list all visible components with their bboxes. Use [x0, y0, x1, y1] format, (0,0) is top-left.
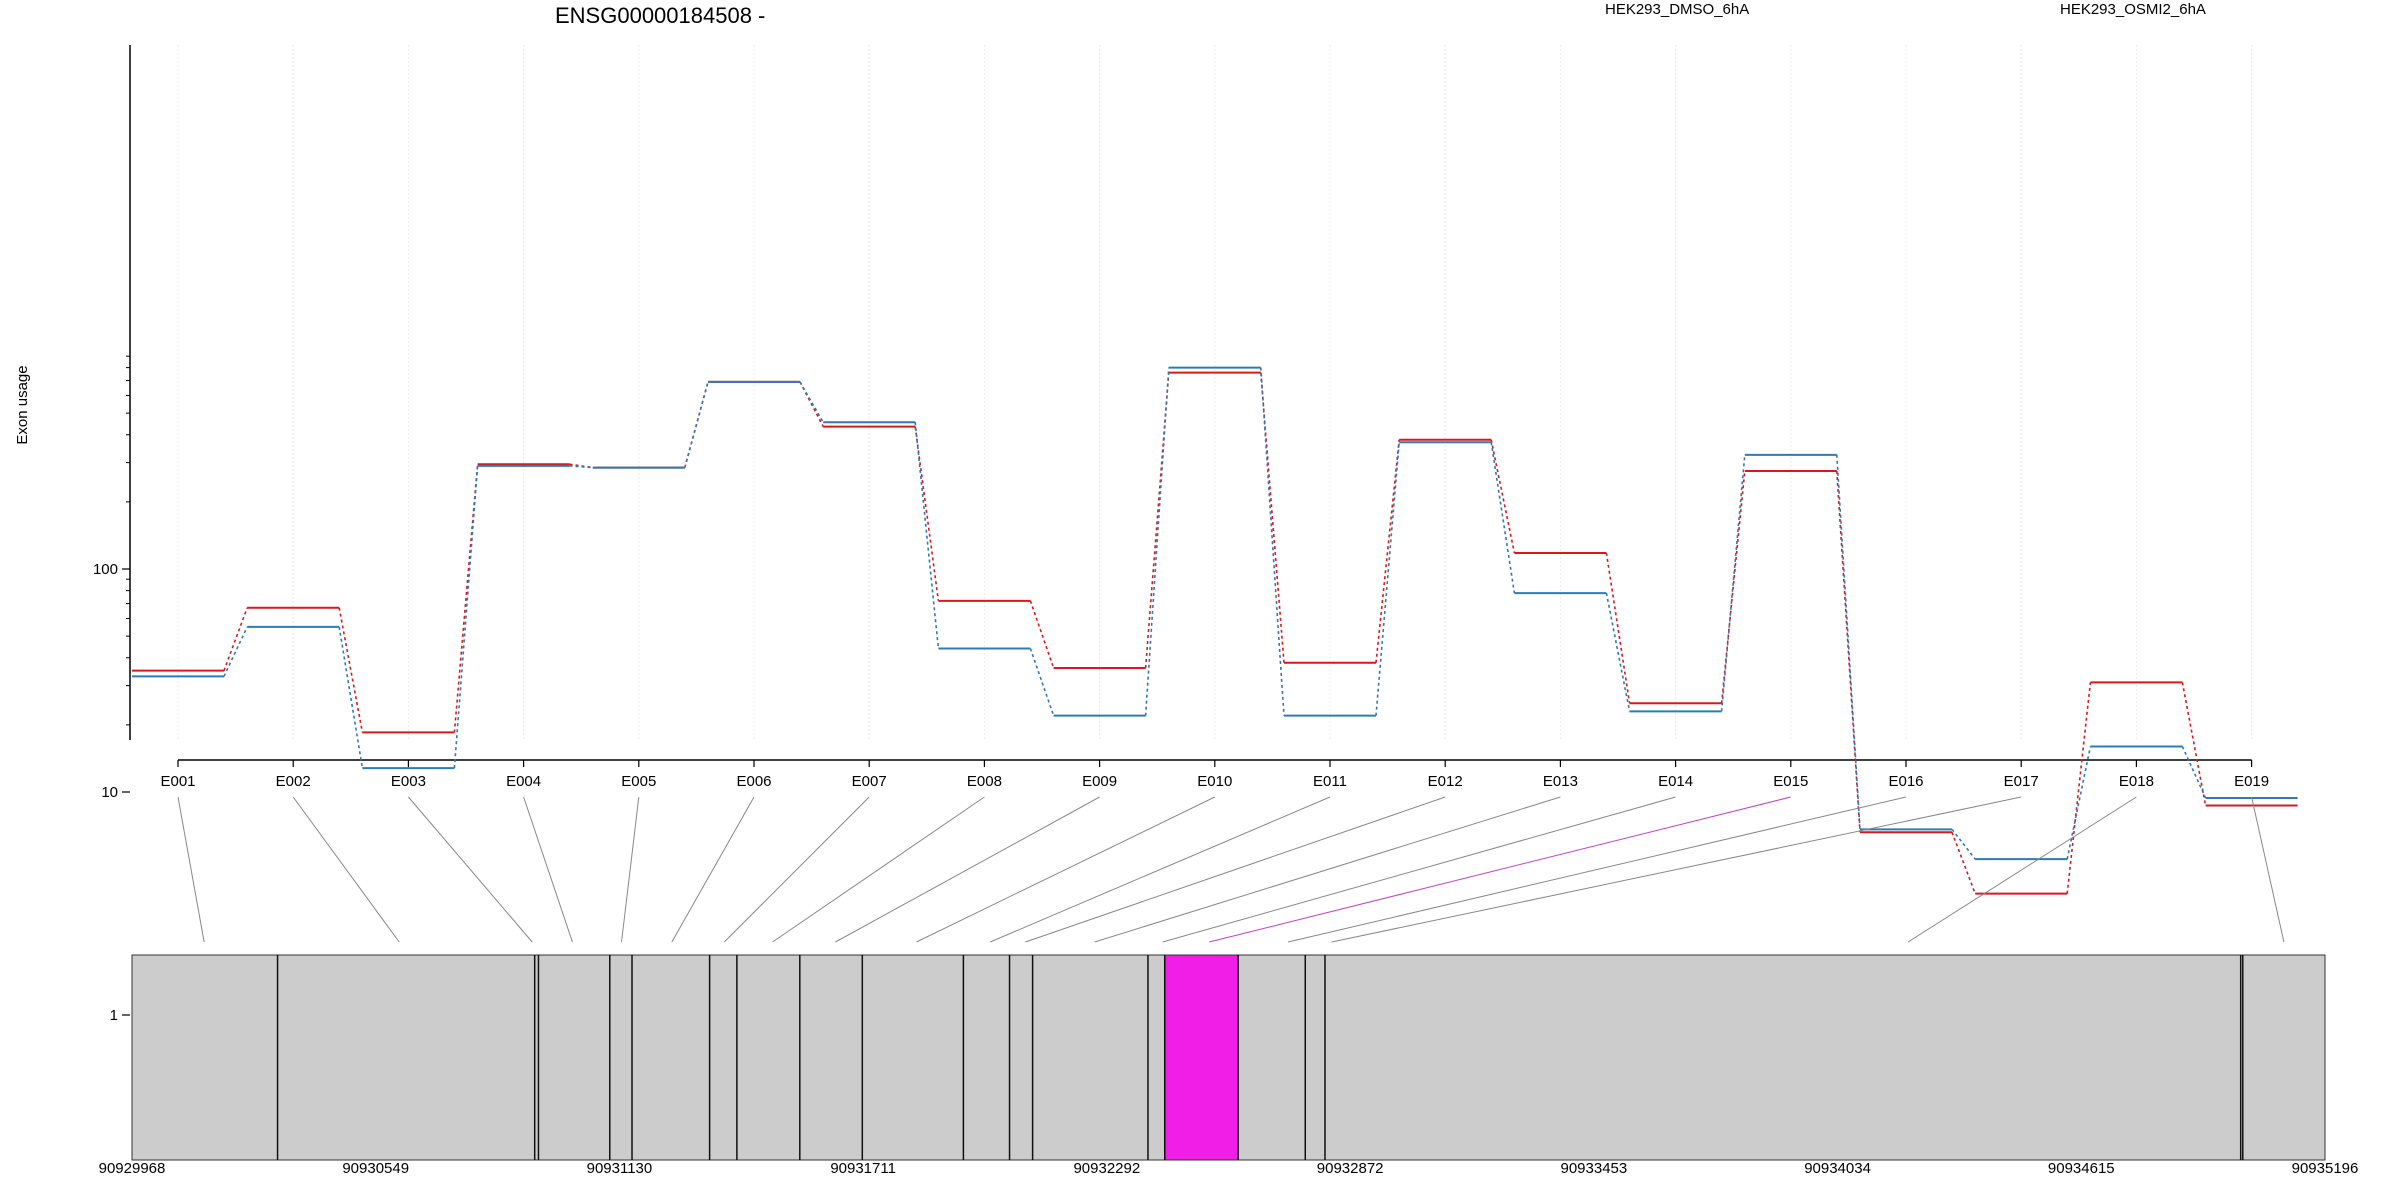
data-connector: [2066, 746, 2092, 860]
data-connector: [1490, 439, 1516, 554]
y-tick-label: 100: [93, 561, 118, 578]
coordinate-label: 90934615: [2048, 1160, 2115, 1177]
exon-connector: [1094, 796, 1561, 943]
data-connector: [2181, 682, 2207, 806]
exon-connector: [1209, 796, 1791, 943]
exon-connector: [177, 796, 205, 943]
data-connector: [684, 381, 709, 468]
y-tick-label: 10: [101, 784, 118, 801]
x-tick-label: E006: [736, 773, 771, 790]
data-connector: [338, 626, 364, 769]
coordinate-label: 90931130: [587, 1160, 653, 1177]
x-tick-label: E009: [1082, 773, 1117, 790]
x-tick-label: E004: [506, 773, 541, 790]
data-connector: [1144, 367, 1170, 716]
data-connector: [1029, 600, 1055, 669]
data-connector: [1144, 372, 1170, 669]
exon-connector: [2251, 796, 2285, 943]
data-connector: [914, 422, 940, 649]
coordinate-label: 90934034: [1804, 1160, 1871, 1177]
exon-connector: [1907, 796, 2137, 943]
x-tick-label: E013: [1543, 773, 1578, 790]
data-connector: [1836, 454, 1861, 830]
exon-connector: [671, 796, 755, 943]
exon-connector: [835, 796, 1100, 943]
exon-connector: [1162, 796, 1676, 943]
x-tick-label: E017: [2004, 773, 2039, 790]
data-connector: [1375, 439, 1400, 663]
x-tick-label: E007: [852, 773, 887, 790]
x-tick-label: E002: [276, 773, 311, 790]
coordinate-label: 90935196: [2292, 1160, 2359, 1177]
axes: [122, 45, 2253, 1016]
series-1: [132, 366, 2298, 861]
x-tick-label: E015: [1773, 773, 1808, 790]
coordinate-label: 90929968: [99, 1160, 166, 1177]
x-tick-label: E016: [1888, 773, 1923, 790]
x-tick-label: E005: [621, 773, 656, 790]
gene-model: [131, 954, 2326, 1161]
data-connector: [1605, 552, 1631, 704]
data-connector: [569, 465, 593, 469]
data-connector: [1605, 592, 1631, 712]
data-connector: [2181, 746, 2207, 799]
x-tick-label: E018: [2119, 773, 2154, 790]
x-tick-label: E010: [1197, 773, 1232, 790]
coordinate-label: 90931711: [830, 1160, 896, 1177]
exon-connector: [1331, 796, 2022, 943]
series-lines: [132, 366, 2298, 895]
x-tick-label: E001: [160, 773, 195, 790]
x-tick-label: E014: [1658, 773, 1693, 790]
coordinate-label: 90932872: [1317, 1160, 1384, 1177]
y-tick-label: 1: [110, 1007, 118, 1024]
y-axis-label: Exon usage: [14, 365, 31, 444]
data-connector: [1720, 470, 1746, 704]
coordinate-label: 90930549: [342, 1160, 409, 1177]
exon-connector: [990, 796, 1331, 943]
data-connector: [1951, 831, 1976, 894]
exon-connector: [292, 796, 400, 943]
exon-connector: [621, 796, 640, 943]
x-tick-label: E011: [1313, 773, 1347, 790]
data-connector: [1375, 442, 1400, 716]
data-connector: [2066, 682, 2092, 894]
data-connector: [338, 607, 364, 733]
data-connector: [1720, 454, 1746, 712]
coordinate-label: 90933453: [1560, 1160, 1627, 1177]
data-connector: [223, 626, 248, 677]
exon-connector: [772, 796, 985, 943]
highlighted-exon: [1164, 954, 1239, 1161]
grid-lines: [177, 45, 2253, 740]
data-connector: [223, 607, 248, 671]
data-connector: [1951, 828, 1976, 860]
exon-connector: [1287, 796, 1907, 943]
data-connector: [1260, 367, 1285, 716]
legend-entry-osmi2: HEK293_OSMI2_6hA: [2060, 1, 2206, 18]
x-tick-label: E012: [1428, 773, 1463, 790]
x-tick-label: E019: [2234, 773, 2269, 790]
chart-text: ENSG00000184508 - HEK293_DMSO_6hA HEK293…: [14, 1, 2358, 1177]
x-tick-label: E008: [967, 773, 1002, 790]
x-tick-label: E003: [391, 773, 426, 790]
chart-title: ENSG00000184508 -: [555, 3, 765, 28]
data-connector: [914, 426, 940, 601]
data-connector: [1260, 372, 1285, 663]
legend-entry-dmso: HEK293_DMSO_6hA: [1605, 1, 1749, 18]
exon-connector: [1025, 796, 1446, 943]
coordinate-label: 90932292: [1073, 1160, 1140, 1177]
data-connector: [1836, 470, 1861, 833]
exon-connector: [523, 796, 573, 943]
exon-connector: [408, 796, 533, 943]
exon-connector-lines: [177, 796, 2285, 943]
data-connector: [1490, 442, 1516, 594]
data-connector: [453, 465, 479, 769]
exon-connector: [916, 796, 1216, 943]
data-connector: [799, 381, 824, 423]
exon-connector: [723, 796, 870, 943]
